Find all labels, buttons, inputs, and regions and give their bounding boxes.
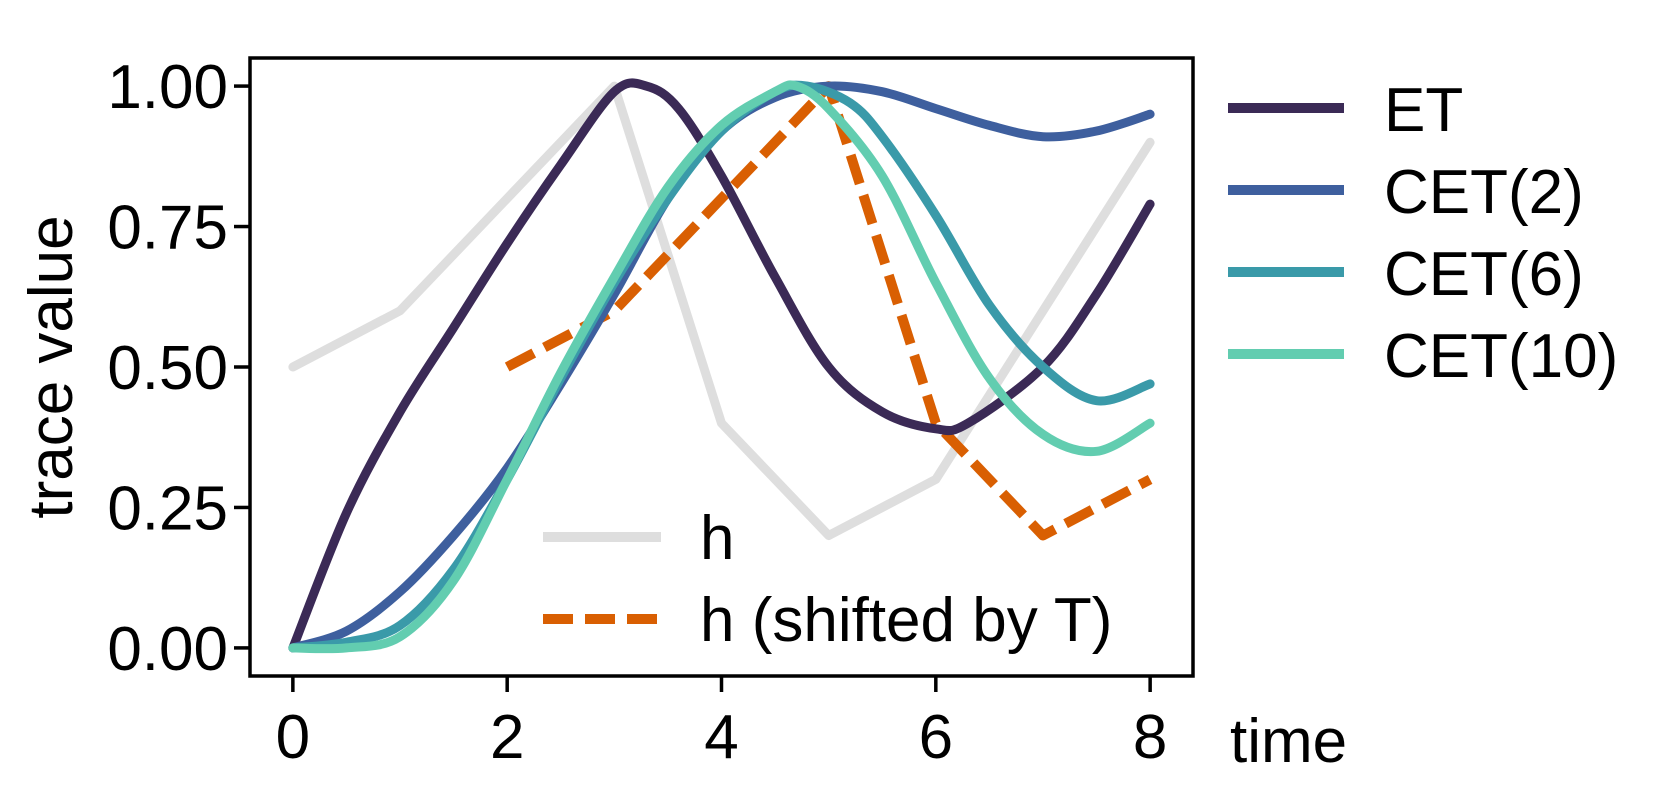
legend-label-et: ET — [1384, 76, 1463, 145]
tick-layer: 0 2 4 6 8 0.00 0.25 0.50 0.75 1.00 — [107, 53, 1167, 772]
x-tick-label-1: 2 — [490, 703, 524, 772]
legend-label-h: h — [700, 504, 734, 573]
x-tick-label-2: 4 — [704, 703, 738, 772]
legend-label-cet-10: CET(10) — [1384, 322, 1618, 391]
series-layer — [288, 78, 1155, 654]
legend-label-cet-2: CET(2) — [1384, 158, 1584, 227]
x-tick-label-4: 8 — [1133, 703, 1167, 772]
legend-label-h-shifted-by-t: h (shifted by T) — [700, 586, 1112, 655]
legend-label-cet-6: CET(6) — [1384, 240, 1584, 309]
x-tick-label-3: 6 — [919, 703, 953, 772]
y-tick-label-3: 0.75 — [107, 194, 228, 263]
series-line-cet-10 — [288, 80, 1155, 654]
series-line-et — [288, 78, 1155, 653]
x-tick-label-0: 0 — [276, 703, 310, 772]
legend-inside: h h (shifted by T) — [543, 504, 1112, 655]
series-line-h — [288, 81, 1155, 540]
y-tick-label-1: 0.25 — [107, 474, 228, 543]
y-tick-label-0: 0.00 — [107, 615, 228, 684]
plot-frame — [248, 56, 1195, 678]
legend-outside: ET CET(2) CET(6) CET(10) — [1228, 76, 1618, 391]
x-axis-title: time — [1230, 707, 1347, 776]
y-tick-label-4: 1.00 — [107, 53, 228, 122]
y-tick-label-2: 0.50 — [107, 334, 228, 403]
y-axis-title: trace value — [17, 215, 86, 518]
